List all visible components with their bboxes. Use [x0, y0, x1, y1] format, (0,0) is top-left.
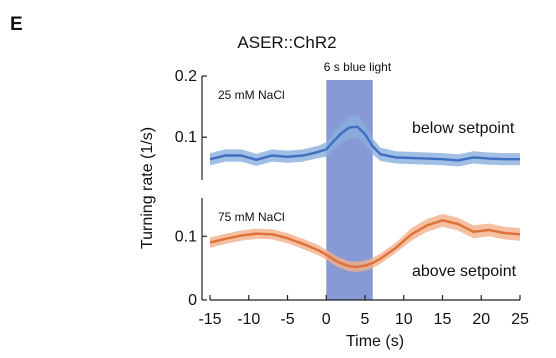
x-tick-label: 10 [395, 311, 413, 328]
y-tick-label: 0 [188, 292, 197, 309]
plot-layer: 25 mM NaCl below setpoint 75 mM NaCl above … [209, 88, 521, 280]
y-axis-label: Turning rate (1/s) [139, 127, 156, 249]
x-tick-label: 20 [472, 311, 490, 328]
series-annotation-2: above setpoint [412, 263, 517, 280]
x-tick-label: -5 [280, 311, 294, 328]
chart-title: ASER::ChR2 [237, 33, 336, 52]
x-tick-label: -15 [198, 311, 221, 328]
x-tick-label: 25 [511, 311, 529, 328]
x-tick-label: -10 [237, 311, 260, 328]
x-tick-label: 5 [361, 311, 370, 328]
mean-line-2 [209, 219, 521, 269]
x-tick-label: 0 [322, 311, 331, 328]
condition-label-1: 25 mM NaCl [218, 88, 285, 102]
y-tick-label: 0.1 [175, 228, 197, 245]
series-annotation-1: below setpoint [412, 120, 515, 137]
axis-layer: 0.20.10.10-15 -10 -5 0 5 10 15 20 25 [175, 68, 529, 328]
sem-band-1 [210, 115, 520, 167]
y-tick-label: 0.2 [175, 68, 197, 85]
y-tick-label: 0.1 [175, 129, 197, 146]
condition-label-2: 75 mM NaCl [218, 210, 285, 224]
x-tick-label: 15 [434, 311, 452, 328]
x-axis-label: Time (s) [346, 333, 404, 350]
panel-label: E [10, 14, 23, 35]
stimulus-label: 6 s blue light [324, 60, 392, 74]
mean-line-1 [209, 125, 520, 162]
